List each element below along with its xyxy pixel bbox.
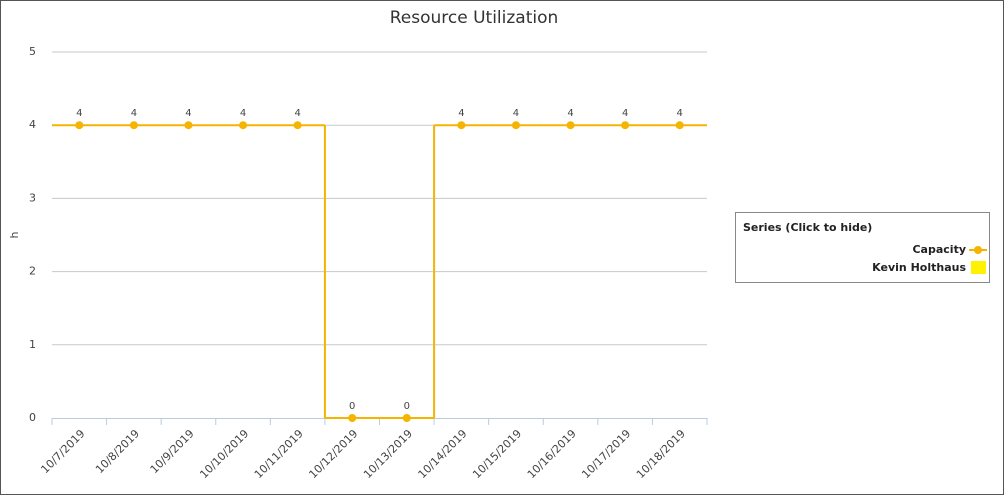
point: [402, 414, 411, 422]
y-axis-label: h: [8, 231, 21, 238]
data-label: 4: [294, 108, 300, 119]
point: [511, 121, 520, 130]
data-label: 4: [240, 108, 246, 119]
data-label: 4: [458, 108, 464, 119]
data-label: 4: [622, 108, 628, 119]
legend-label[interactable]: Kevin Holthaus: [872, 261, 966, 274]
y-tick-label: 5: [29, 45, 36, 58]
legend[interactable]: Series (Click to hide) Capacity Kevin Hol…: [735, 212, 990, 283]
data-label: 4: [131, 108, 137, 119]
point: [621, 121, 630, 130]
point: [184, 121, 193, 130]
data-label: 4: [513, 108, 519, 119]
chart-title: Resource Utilization: [390, 8, 559, 28]
data-label: 0: [349, 401, 355, 412]
y-tick-label: 3: [29, 191, 36, 204]
point: [239, 121, 248, 130]
legend-swatch: [974, 246, 982, 254]
point: [293, 121, 302, 130]
point: [566, 121, 575, 130]
point: [129, 121, 138, 130]
legend-swatch: [971, 261, 986, 274]
y-tick-label: 0: [29, 411, 36, 424]
legend-box: [735, 212, 990, 283]
y-tick-label: 1: [29, 338, 36, 351]
data-label: 4: [76, 108, 82, 119]
data-label: 4: [185, 108, 191, 119]
data-label: 0: [404, 401, 410, 412]
y-tick-label: 2: [29, 265, 36, 278]
point: [348, 414, 357, 422]
y-tick-label: 4: [29, 118, 36, 131]
point: [75, 121, 84, 130]
legend-title: Series (Click to hide): [743, 221, 872, 234]
data-label: 4: [567, 108, 573, 119]
data-label: 4: [677, 108, 683, 119]
legend-label[interactable]: Capacity: [912, 243, 966, 256]
point: [675, 121, 684, 130]
point: [457, 121, 466, 130]
